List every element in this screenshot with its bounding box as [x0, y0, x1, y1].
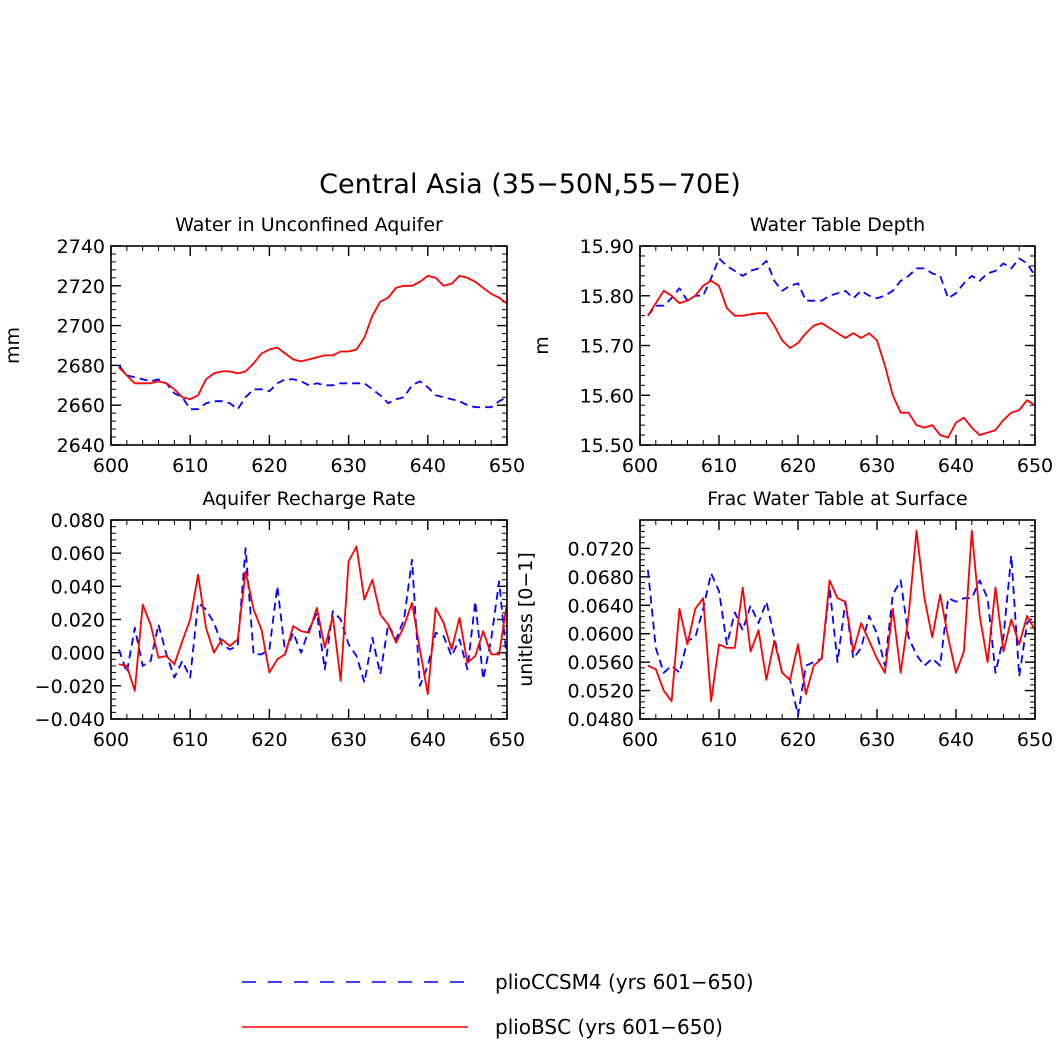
- y-tick-label: 0.0680: [568, 567, 634, 589]
- x-tick-label: 630: [330, 729, 366, 751]
- panel-water-table-depth: Water Table Depth 600 610 620 630 640 650 15.50…: [531, 214, 1053, 477]
- x-tick-label: 620: [780, 729, 816, 751]
- y-tick-label: 15.70: [580, 336, 634, 358]
- x-tick-label: 630: [330, 455, 366, 477]
- y-tick-label: 0.000: [51, 643, 105, 665]
- series-line-plioccsm4: [118, 547, 507, 687]
- y-tick-label: 2720: [57, 276, 105, 298]
- x-tick-label: 640: [410, 455, 446, 477]
- y-tick-label: 0.0480: [568, 709, 634, 731]
- series-line-pliobsc: [647, 279, 1035, 439]
- series-line-plioccsm4: [647, 257, 1035, 317]
- y-tick-label: 0.060: [51, 543, 105, 565]
- y-tick-label: 15.60: [580, 385, 634, 407]
- panel-title: Water in Unconfined Aquifer: [175, 214, 443, 236]
- y-axis-label: m: [531, 336, 553, 355]
- y-tick-label: 2740: [57, 236, 105, 258]
- x-tick-label: 650: [1017, 455, 1053, 477]
- plot-frame: [110, 245, 508, 446]
- y-axis-label: mm: [2, 327, 24, 364]
- x-tick-label: 600: [622, 455, 658, 477]
- y-tick-label: 15.90: [580, 236, 634, 258]
- panel-recharge-rate: Aquifer Recharge Rate 600 610 620 630 640 650 −…: [35, 488, 525, 751]
- y-tick-label: 15.80: [580, 286, 634, 308]
- x-tick-label: 600: [93, 729, 129, 751]
- plot-frame: [639, 519, 1036, 720]
- plot-frame: [110, 519, 508, 720]
- x-tick-label: 640: [410, 729, 446, 751]
- panel-frac-water-table: Frac Water Table at Surface 600 610 620 630 6…: [515, 488, 1053, 751]
- series-line-pliobsc: [647, 529, 1035, 703]
- y-tick-label: 0.0600: [568, 624, 634, 646]
- y-tick-label: 0.040: [51, 576, 105, 598]
- x-tick-label: 640: [938, 729, 974, 751]
- series-line-plioccsm4: [647, 554, 1035, 717]
- y-tick-label: 15.50: [580, 435, 634, 457]
- x-tick-label: 620: [251, 729, 287, 751]
- y-tick-label: 0.0720: [568, 538, 634, 560]
- y-tick-label: 0.0560: [568, 652, 634, 674]
- x-tick-label: 630: [859, 455, 895, 477]
- y-axis-label: unitless [0−1]: [515, 552, 537, 687]
- panel-title: Water Table Depth: [750, 214, 925, 236]
- y-tick-label: −0.020: [35, 676, 105, 698]
- x-tick-label: 650: [489, 455, 525, 477]
- legend-label-pliobsc: plioBSC (yrs 601−650): [495, 1015, 723, 1039]
- y-tick-label: 0.080: [51, 510, 105, 532]
- x-tick-label: 600: [622, 729, 658, 751]
- x-tick-label: 610: [701, 729, 737, 751]
- y-tick-label: 0.0520: [568, 681, 634, 703]
- y-tick-label: 2660: [57, 395, 105, 417]
- x-tick-label: 610: [172, 455, 208, 477]
- y-tick-label: 0.0640: [568, 595, 634, 617]
- x-tick-label: 650: [489, 729, 525, 751]
- x-tick-label: 650: [1017, 729, 1053, 751]
- y-tick-label: 2700: [57, 316, 105, 338]
- x-tick-label: 630: [859, 729, 895, 751]
- series-line-pliobsc: [118, 545, 507, 695]
- x-tick-label: 640: [938, 455, 974, 477]
- panel-title: Aquifer Recharge Rate: [202, 488, 415, 510]
- y-tick-label: 2680: [57, 355, 105, 377]
- series-line-pliobsc: [118, 274, 507, 401]
- y-tick-label: −0.040: [35, 709, 105, 731]
- legend: plioCCSM4 (yrs 601−650) plioBSC (yrs 601…: [242, 970, 754, 1039]
- x-tick-label: 600: [93, 455, 129, 477]
- series-line-plioccsm4: [118, 364, 507, 411]
- plot-frame: [639, 245, 1036, 446]
- x-tick-label: 610: [701, 455, 737, 477]
- x-tick-label: 620: [780, 455, 816, 477]
- panel-aquifer-water: Water in Unconfined Aquifer 600 610 620 630 6…: [2, 214, 525, 477]
- y-tick-label: 0.020: [51, 610, 105, 632]
- figure-title: Central Asia (35−50N,55−70E): [319, 169, 741, 200]
- x-tick-label: 610: [172, 729, 208, 751]
- legend-label-plioCCSM4: plioCCSM4 (yrs 601−650): [495, 970, 754, 994]
- x-tick-label: 620: [251, 455, 287, 477]
- y-tick-label: 2640: [57, 435, 105, 457]
- panel-title: Frac Water Table at Surface: [707, 488, 967, 510]
